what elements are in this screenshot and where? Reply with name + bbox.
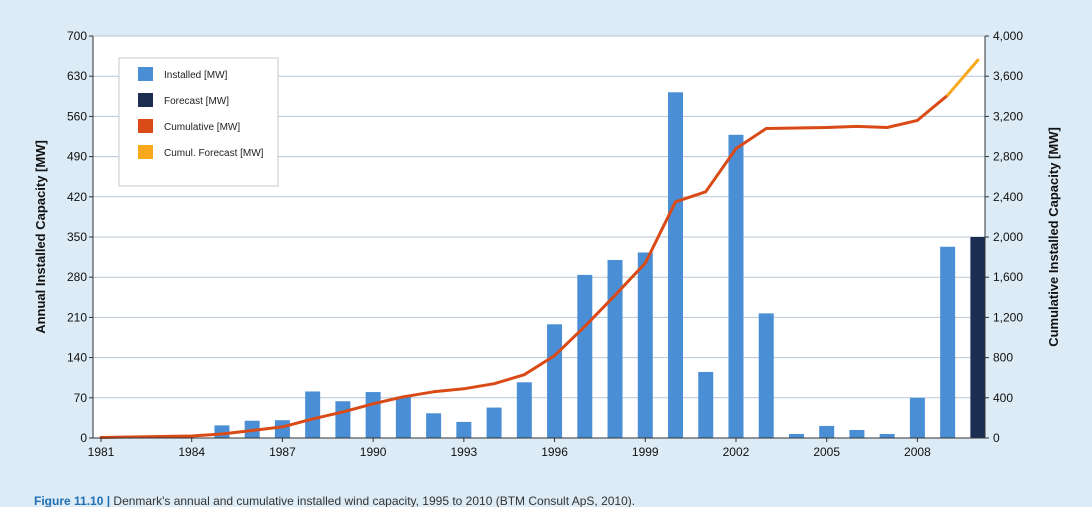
x-tick-label: 2008 (904, 445, 931, 459)
cumulative-line (99, 93, 950, 439)
y-tick-right-label: 2,000 (993, 230, 1023, 244)
x-tick-label: 1990 (360, 445, 387, 459)
legend-label: Cumulative [MW] (164, 122, 240, 133)
legend-label: Installed [MW] (164, 70, 228, 81)
y-tick-right-label: 0 (993, 431, 1000, 445)
installed-bar (788, 433, 804, 438)
legend-swatch (138, 119, 153, 133)
y-axis-left-label: Annual Installed Capacity [MW] (33, 140, 48, 334)
installed-bar (577, 274, 593, 438)
installed-bar (395, 396, 411, 438)
y-tick-right-label: 1,200 (993, 310, 1023, 324)
y-tick-right-label: 800 (993, 351, 1013, 365)
y-tick-left-label: 490 (67, 150, 87, 164)
installed-bar (486, 407, 502, 438)
y-tick-left-label: 70 (74, 391, 88, 405)
installed-bar (909, 397, 925, 438)
y-tick-right-label: 2,400 (993, 190, 1023, 204)
x-tick-label: 1999 (632, 445, 659, 459)
installed-bar (456, 421, 472, 438)
installed-bar (879, 433, 895, 438)
y-tick-left-label: 350 (67, 230, 87, 244)
legend-label: Forecast [MW] (164, 96, 229, 107)
installed-bar (607, 259, 623, 438)
installed-bar (365, 392, 381, 438)
x-tick-label: 1984 (178, 445, 205, 459)
y-tick-right-label: 3,600 (993, 69, 1023, 83)
x-tick-label: 1996 (541, 445, 568, 459)
y-tick-right-label: 3,200 (993, 109, 1023, 123)
lines (99, 58, 980, 439)
cumulative-forecast-line (946, 58, 980, 97)
installed-bar (728, 134, 744, 438)
x-tick-label: 1987 (269, 445, 296, 459)
y-tick-left-label: 210 (67, 310, 87, 324)
caption-text: Denmark's annual and cumulative installe… (113, 494, 636, 507)
installed-bar (637, 252, 653, 438)
forecast-bar (970, 237, 986, 438)
y-tick-right-label: 4,000 (993, 29, 1023, 43)
figure-caption: Figure 11.10 | Denmark's annual and cumu… (34, 494, 1074, 507)
chart-canvas: 0 0 70 400 140 800 210 1,200 280 1,600 350 2,000 420… (33, 29, 1061, 459)
x-tick-label: 2002 (723, 445, 750, 459)
y-tick-left-label: 630 (67, 69, 87, 83)
installed-bar (335, 401, 351, 438)
installed-bar (274, 420, 290, 438)
x-tick-label: 1993 (450, 445, 477, 459)
y-tick-right-label: 400 (993, 391, 1013, 405)
installed-bar (214, 425, 230, 438)
legend-swatch (138, 93, 153, 107)
installed-bar (819, 425, 835, 438)
y-tick-right-label: 1,600 (993, 270, 1023, 284)
legend: Installed [MW] Forecast [MW] Cumulative [M… (118, 57, 279, 187)
legend-swatch (138, 145, 153, 159)
installed-bar (668, 92, 684, 438)
x-tick-label: 1981 (88, 445, 115, 459)
y-tick-left-label: 280 (67, 270, 87, 284)
y-tick-left-label: 420 (67, 190, 87, 204)
caption-figure-number: Figure 11.10 | (34, 494, 111, 507)
y-tick-left-label: 560 (67, 109, 87, 123)
installed-bar (940, 246, 956, 438)
installed-bar (426, 413, 442, 438)
y-tick-right-label: 2,800 (993, 150, 1023, 164)
y-tick-left-label: 0 (80, 431, 87, 445)
installed-bar (305, 391, 321, 438)
installed-bar (516, 382, 532, 438)
y-tick-left-label: 700 (67, 29, 87, 43)
axes: 0 0 70 400 140 800 210 1,200 280 1,600 350 2,000 420… (67, 29, 1023, 459)
y-axis-right-label: Cumulative Installed Capacity [MW] (1046, 127, 1061, 347)
installed-bar (547, 324, 563, 438)
x-tick-label: 2005 (813, 445, 840, 459)
legend-label: Cumul. Forecast [MW] (164, 148, 264, 159)
installed-bar (849, 429, 865, 438)
installed-bar (758, 313, 774, 438)
y-tick-left-label: 140 (67, 351, 87, 365)
installed-bar (698, 371, 714, 438)
legend-swatch (138, 67, 153, 81)
